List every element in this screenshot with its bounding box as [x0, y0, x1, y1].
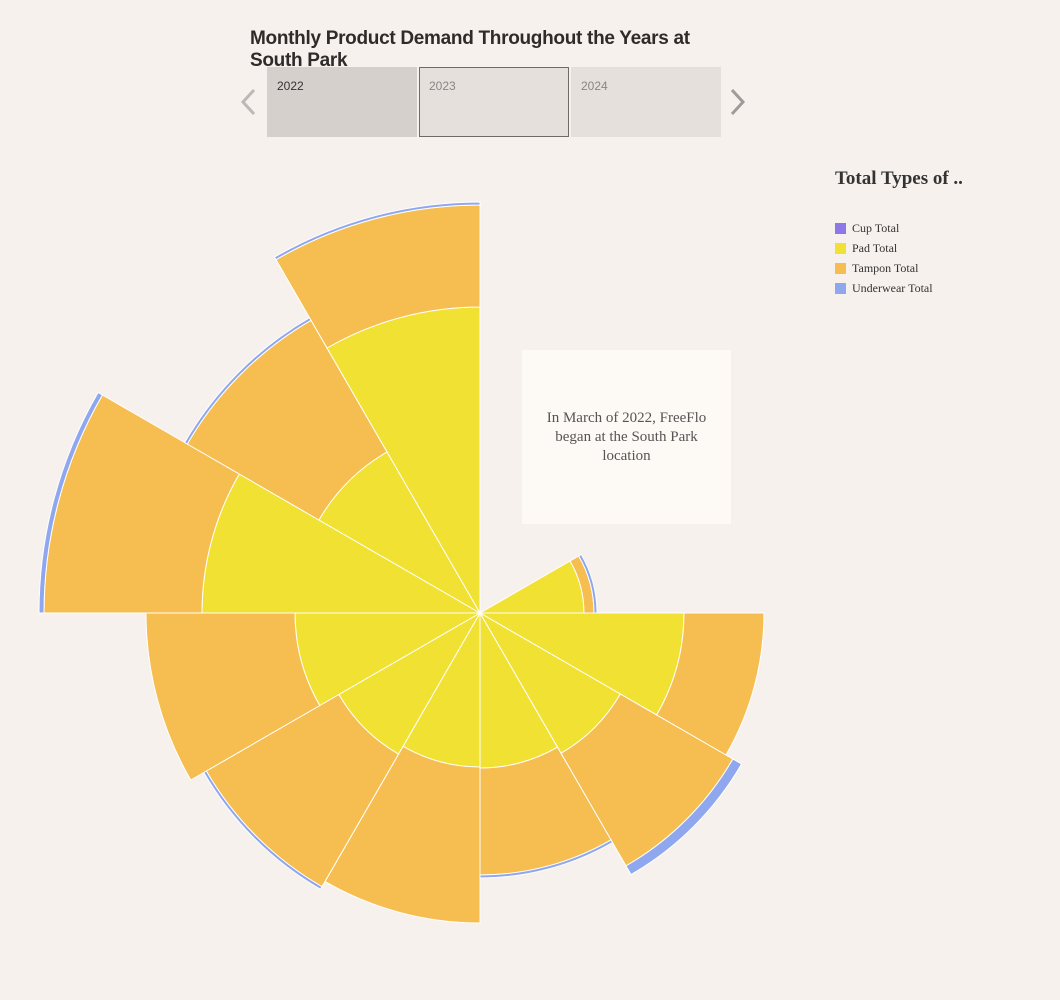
underwear-wedge[interactable] [38, 391, 104, 614]
legend-label: Tampon Total [852, 260, 919, 275]
legend-item-tampon[interactable]: Tampon Total [835, 258, 1055, 278]
pad-wedge[interactable] [478, 560, 585, 614]
tab-2024[interactable]: 2024 [571, 67, 721, 137]
tab-label: 2022 [277, 79, 304, 93]
annotation-box: In March of 2022, FreeFlo began at the S… [522, 350, 731, 524]
year-tabs: 2022 2023 2024 [267, 67, 723, 137]
legend-label: Pad Total [852, 240, 898, 255]
legend-swatch [835, 282, 846, 294]
legend-swatch [835, 242, 846, 254]
legend: Total Types of .. Cup Total Pad Total Ta… [835, 168, 1055, 298]
tab-2022[interactable]: 2022 [267, 67, 417, 137]
underwear-wedge[interactable] [625, 758, 743, 876]
chart-title: Monthly Product Demand Throughout the Ye… [250, 28, 690, 71]
legend-title: Total Types of .. [835, 168, 963, 189]
chevron-left-icon [240, 88, 256, 116]
radial-bar-chart [38, 201, 765, 924]
underwear-wedge[interactable] [273, 201, 481, 261]
tab-label: 2023 [429, 79, 456, 93]
tab-label: 2024 [581, 79, 608, 93]
next-year-button[interactable] [727, 84, 749, 120]
legend-item-underwear[interactable]: Underwear Total [835, 278, 1055, 298]
legend-item-pad[interactable]: Pad Total [835, 238, 1055, 258]
tab-2023[interactable]: 2023 [419, 67, 569, 137]
legend-label: Underwear Total [852, 280, 933, 295]
previous-year-button[interactable] [238, 84, 260, 120]
legend-label: Cup Total [852, 220, 900, 235]
chevron-right-icon [730, 88, 746, 116]
legend-swatch [835, 222, 846, 234]
annotation-text: In March of 2022, FreeFlo began at the S… [546, 409, 707, 464]
legend-swatch [835, 262, 846, 274]
legend-item-cup[interactable]: Cup Total [835, 218, 1055, 238]
